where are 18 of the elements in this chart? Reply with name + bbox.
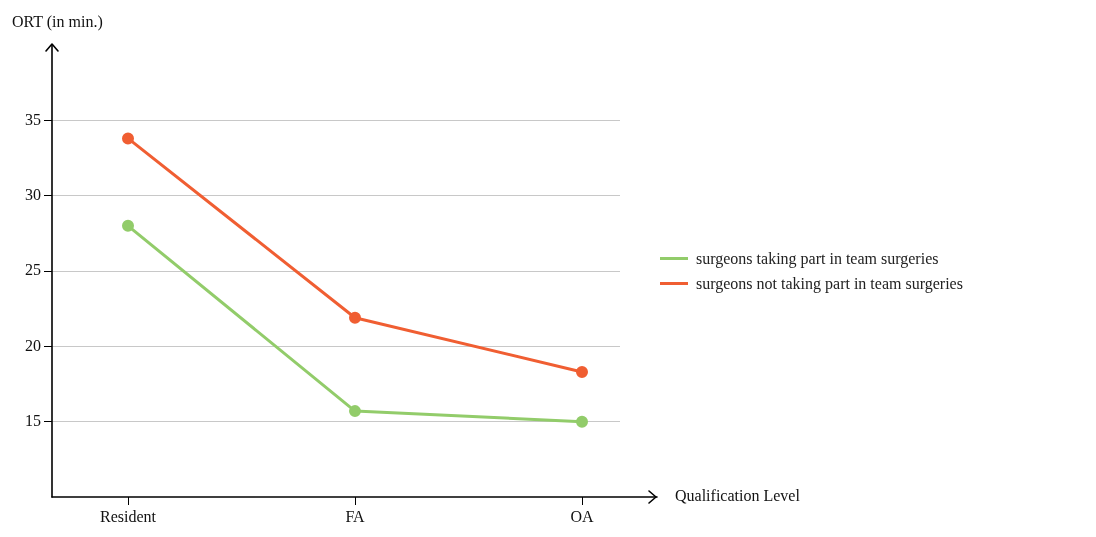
y-tick-label: 30 [25,185,41,203]
x-tick-label: Resident [100,507,157,525]
y-tick-label: 15 [25,411,41,429]
y-tick-label: 35 [25,110,41,128]
y-axis-title: ORT (in min.) [12,13,103,31]
y-tick-label: 25 [25,261,41,279]
legend-label: surgeons not taking part in team surgeries [696,274,963,293]
point [349,405,361,418]
y-tick-label: 20 [25,336,41,354]
legend-label: surgeons taking part in team surgeries [696,249,939,268]
point [349,311,361,324]
point [576,415,588,428]
x-axis-title: Qualification Level [675,487,801,505]
point [122,219,134,232]
x-tick-label: OA [570,507,594,525]
point [576,365,588,378]
point [122,132,134,145]
x-tick-label: FA [345,507,366,525]
